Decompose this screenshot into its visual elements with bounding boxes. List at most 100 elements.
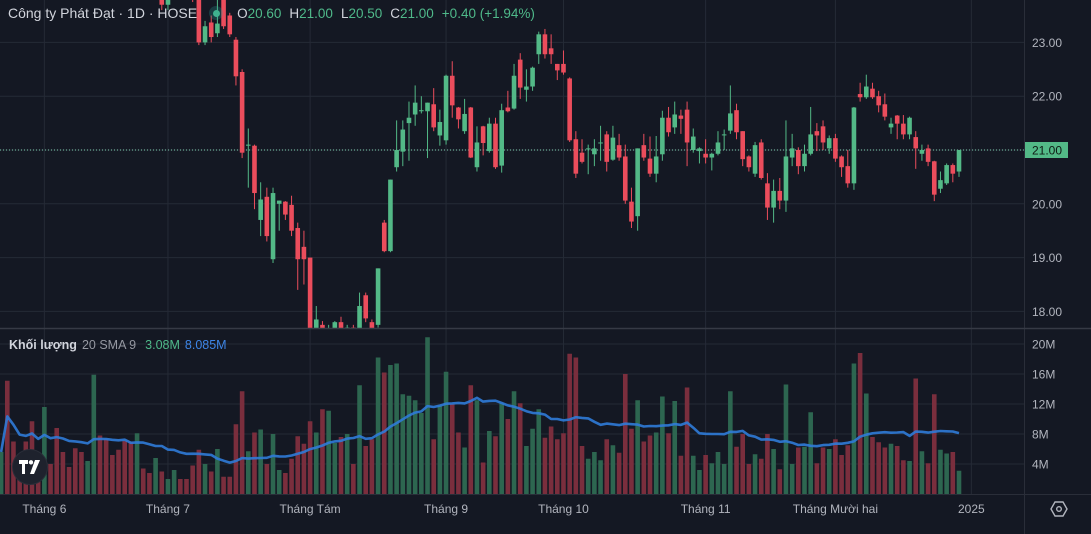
- volume-bar: [419, 413, 424, 494]
- volume-legend[interactable]: Khối lượng 20 SMA 9 3.08M 8.085M: [9, 338, 227, 352]
- volume-bar: [388, 365, 393, 494]
- volume-bar: [901, 460, 906, 494]
- close-value: 21.00: [400, 5, 434, 21]
- volume-bar: [734, 446, 739, 494]
- volume-bar: [820, 447, 826, 494]
- candle-body: [264, 196, 270, 237]
- open-value: 20.60: [247, 5, 282, 21]
- candle-body: [381, 222, 387, 252]
- symbol-title[interactable]: Công ty Phát Đạt · 1D · HOSE: [8, 5, 198, 21]
- candle: [950, 163, 956, 183]
- volume-bar: [740, 434, 745, 494]
- volume-bar: [66, 467, 72, 494]
- volume-bar: [221, 476, 226, 494]
- volume-bar: [752, 454, 758, 494]
- candle-body: [857, 94, 863, 98]
- candle-body: [851, 107, 857, 184]
- volume-bar: [487, 431, 492, 494]
- candle: [752, 141, 758, 177]
- volume-bar: [480, 462, 486, 494]
- volume-bar: [468, 385, 474, 494]
- candle-body: [320, 324, 325, 328]
- candle-body: [715, 142, 721, 154]
- candle: [388, 179, 393, 253]
- candle: [833, 133, 838, 162]
- candle-body: [697, 148, 702, 152]
- volume-bar: [338, 437, 344, 494]
- volume-bar: [313, 432, 319, 494]
- candle: [233, 37, 239, 86]
- volume-bar: [357, 385, 362, 494]
- candle-body: [406, 117, 412, 124]
- candle: [313, 306, 319, 328]
- volume-bar: [746, 464, 752, 494]
- candle-body: [789, 148, 795, 158]
- candle-body: [901, 123, 906, 135]
- volume-bar: [140, 468, 146, 494]
- candle-body: [202, 26, 208, 43]
- volume-bar: [276, 470, 282, 494]
- volume-bar: [517, 403, 523, 494]
- candle-body: [870, 88, 875, 98]
- candle-body: [375, 268, 381, 325]
- candle: [270, 187, 276, 263]
- candle: [653, 136, 659, 183]
- volume-bar: [616, 452, 622, 494]
- volume-bar: [91, 374, 97, 494]
- candle: [443, 74, 449, 145]
- candle-body: [425, 102, 430, 112]
- candle: [746, 155, 752, 172]
- volume-bar: [511, 391, 517, 494]
- volume-bar: [351, 464, 356, 494]
- volume-bar: [690, 455, 696, 494]
- volume-bar: [703, 455, 708, 494]
- volume-bar: [925, 463, 931, 494]
- candle-body: [629, 201, 634, 222]
- volume-bar: [845, 445, 851, 494]
- volume-bar: [530, 428, 535, 494]
- volume-indicator-params: 20 SMA 9: [81, 338, 137, 352]
- volume-bar: [938, 449, 943, 494]
- tradingview-logo-icon[interactable]: [12, 449, 48, 485]
- candle: [808, 106, 813, 156]
- candle-body: [369, 322, 375, 328]
- candle: [449, 61, 455, 118]
- candle-body: [585, 148, 591, 150]
- volume-bar: [505, 419, 511, 494]
- volume-bar: [610, 445, 616, 494]
- settings-gear-icon[interactable]: [1050, 500, 1068, 518]
- candle: [622, 144, 628, 204]
- volume-bar: [326, 410, 331, 494]
- volume-bar: [561, 433, 566, 494]
- volume-bar: [493, 436, 498, 494]
- candle: [462, 98, 467, 134]
- candle: [548, 34, 554, 64]
- candle-body: [690, 136, 696, 150]
- candle-body: [796, 150, 801, 167]
- volume-sma-path: [0, 396, 960, 464]
- price-tick-label: 18.00: [1032, 305, 1062, 319]
- candle: [517, 53, 523, 99]
- volume-bar: [369, 439, 375, 494]
- candle: [400, 120, 406, 167]
- candle: [585, 144, 591, 175]
- volume-bar: [227, 476, 233, 494]
- candle: [412, 85, 418, 126]
- volume-bar: [394, 363, 399, 494]
- candle: [814, 123, 820, 152]
- candle: [289, 195, 294, 237]
- volume-sma-line: [0, 396, 960, 464]
- candle-body: [548, 48, 554, 55]
- volume-bar: [573, 357, 579, 494]
- volume-bar: [833, 439, 838, 494]
- candle-body: [449, 75, 455, 106]
- volume-bar: [0, 452, 4, 494]
- low-label: L: [340, 5, 349, 21]
- candle: [530, 66, 535, 91]
- volume-bar: [456, 432, 461, 494]
- candle-body: [950, 165, 956, 174]
- candle-body: [388, 179, 393, 252]
- volume-bar: [320, 409, 325, 494]
- volume-bar: [814, 463, 820, 494]
